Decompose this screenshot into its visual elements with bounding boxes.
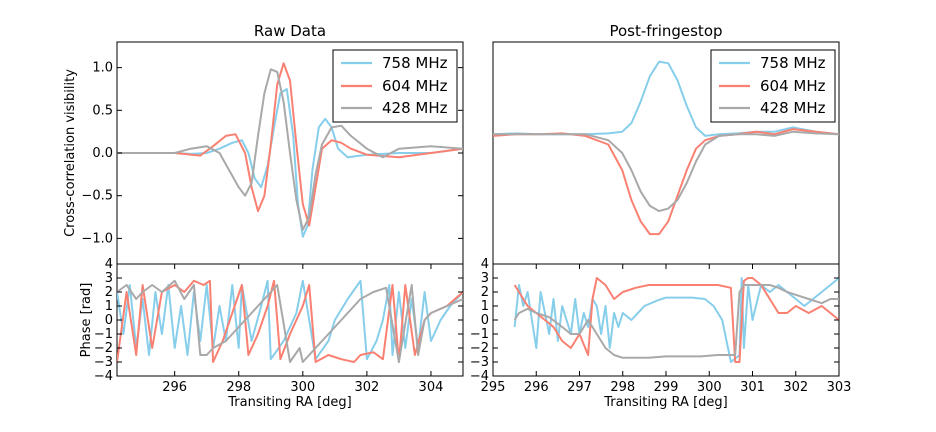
fs-phase-xtick-label: 300 [697, 380, 722, 395]
raw-vis-ytick-label: 1.0 [92, 61, 113, 76]
raw-phase-ytick-label: 4 [105, 257, 113, 272]
raw-phase-ytick-label: 2 [105, 285, 113, 300]
fs-phase-ytick-label: −1 [470, 327, 489, 342]
raw-phase-series-604-mhz [117, 279, 463, 363]
fs-phase-series-604-mhz [513, 277, 839, 363]
fringestop-xlabel: Transiting RA [deg] [603, 395, 727, 410]
raw-data-title: Raw Data [254, 22, 326, 40]
fs-phase-ytick-label: 3 [481, 271, 489, 286]
raw-vis-series-428-mhz [117, 68, 463, 231]
raw-vis-ytick-label: −0.5 [81, 189, 113, 204]
fs-phase-xtick-label: 297 [567, 380, 592, 395]
fs-phase-xtick-label: 298 [610, 380, 635, 395]
raw-phase-series-758-mhz [117, 279, 463, 361]
raw-legend-604: 604 MHz [382, 77, 448, 95]
fs-phase-series-428-mhz [513, 284, 839, 359]
fringestop-legend: 758 MHz 604 MHz 428 MHz [710, 49, 836, 123]
fs-phase-series-758-mhz [513, 277, 839, 363]
raw-xlabel: Transiting RA [deg] [227, 395, 351, 410]
raw-vis-series-604-mhz [117, 62, 463, 227]
fs-phase-ytick-label: 0 [481, 313, 489, 328]
fs-phase-ytick-label: −2 [470, 341, 489, 356]
fs-phase-plot-area [513, 277, 839, 363]
visibility-ylabel: Cross-correlation visibility [63, 69, 78, 237]
raw-phase-ytick-label: −1 [94, 327, 113, 342]
raw-phase-xtick-label: 304 [419, 380, 444, 395]
raw-phase-xtick-label: 302 [354, 380, 379, 395]
raw-legend-758: 758 MHz [382, 54, 448, 72]
raw-phase-series-428-mhz [117, 279, 463, 363]
post-fringestop-title: Post-fringestop [609, 22, 722, 40]
fs-phase-xtick-label: 299 [654, 380, 679, 395]
fringestop-legend-604: 604 MHz [760, 77, 826, 95]
raw-phase-ytick-label: 0 [105, 313, 113, 328]
raw-legend: 758 MHz 604 MHz 428 MHz [332, 49, 458, 123]
raw-phase-ytick-label: −2 [94, 341, 113, 356]
raw-vis-plot-area [117, 62, 463, 238]
fs-phase-ytick-label: −4 [470, 369, 489, 384]
raw-phase-ytick-label: −3 [94, 355, 113, 370]
fringestop-legend-428: 428 MHz [760, 99, 826, 117]
fs-phase-ytick-label: −3 [470, 355, 489, 370]
phase-ylabel: Phase [rad] [79, 283, 94, 358]
fs-vis-series-428-mhz [493, 130, 839, 213]
raw-phase-xtick-label: 296 [162, 380, 187, 395]
raw-phase-plot-area [117, 279, 463, 363]
raw-phase-xtick-label: 298 [226, 380, 251, 395]
fs-phase-ytick-label: 4 [481, 257, 489, 272]
raw-vis-ytick-label: −1.0 [81, 231, 113, 246]
fs-phase-ytick-label: 2 [481, 285, 489, 300]
fs-vis-plot-area [493, 60, 839, 236]
raw-phase-ytick-label: 1 [105, 299, 113, 314]
raw-phase-xtick-label: 300 [290, 380, 315, 395]
raw-legend-428: 428 MHz [382, 99, 448, 117]
fs-phase-xtick-label: 303 [827, 380, 852, 395]
raw-phase-ytick-label: 3 [105, 271, 113, 286]
fringestop-legend-758: 758 MHz [760, 54, 826, 72]
raw-vis-ytick-label: 0.0 [92, 146, 113, 161]
fs-phase-xtick-label: 296 [524, 380, 549, 395]
fs-phase-xtick-label: 301 [740, 380, 765, 395]
fs-phase-xtick-label: 302 [783, 380, 808, 395]
raw-phase-ytick-label: −4 [94, 369, 113, 384]
fs-phase-ytick-label: 1 [481, 299, 489, 314]
fs-phase-xtick-label: 295 [481, 380, 506, 395]
raw-vis-ytick-label: 0.5 [92, 103, 113, 118]
